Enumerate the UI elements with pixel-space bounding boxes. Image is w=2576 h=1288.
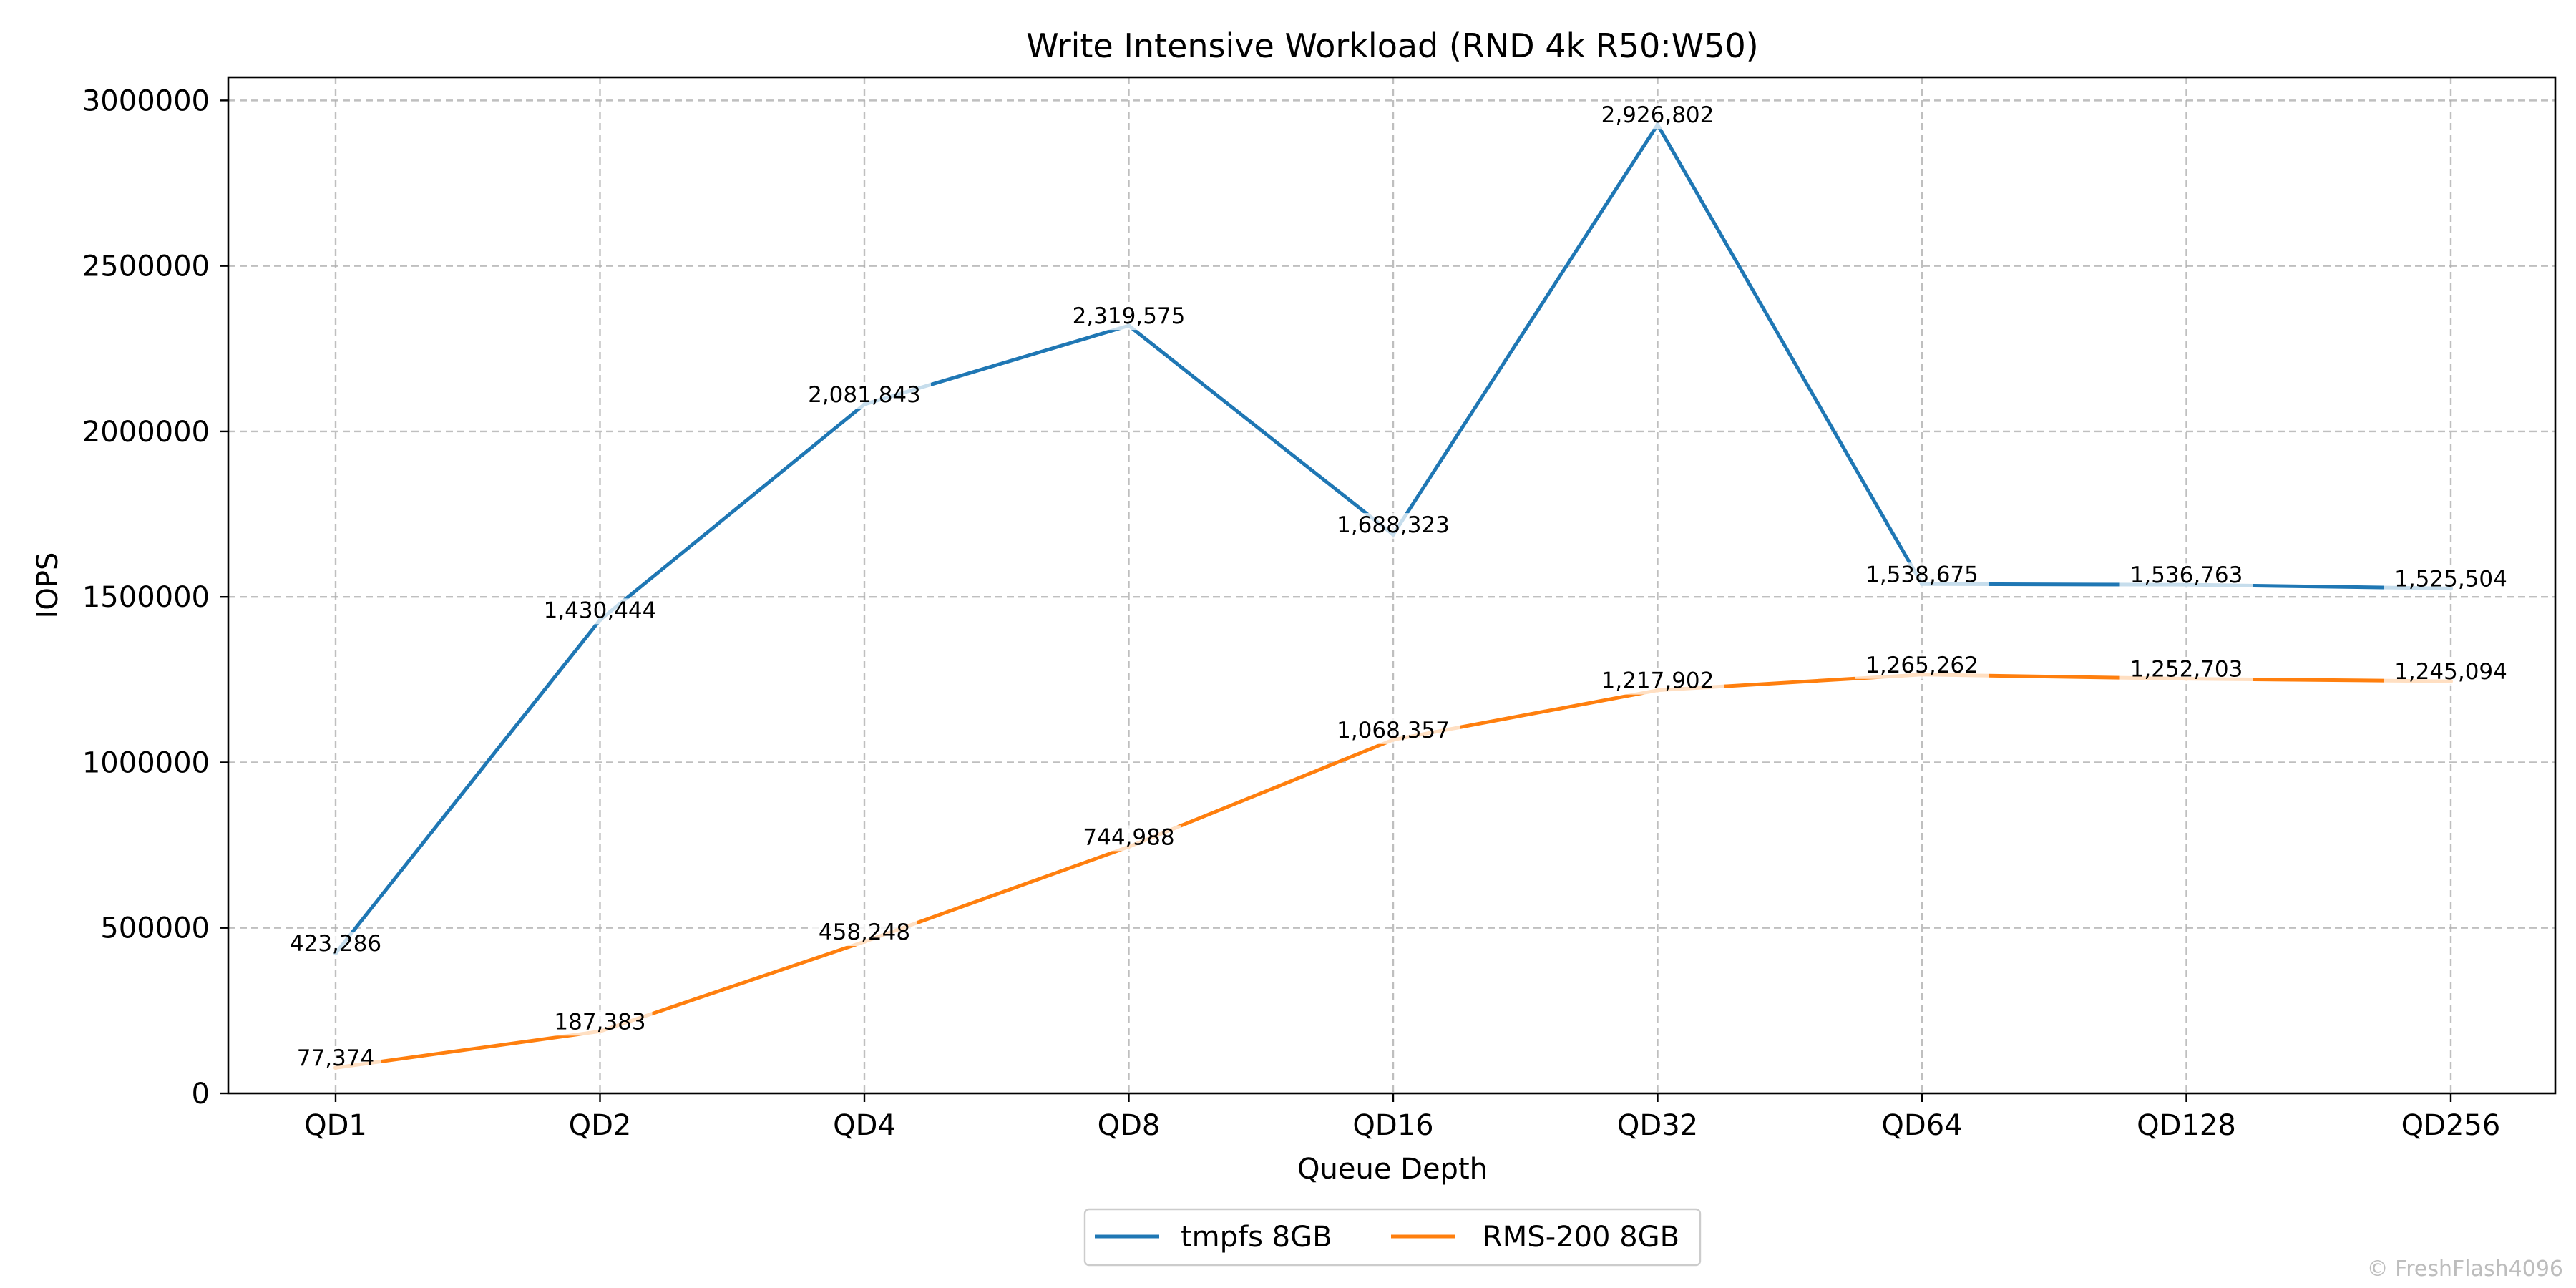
legend: tmpfs 8GB RMS-200 8GB (1083, 1208, 1702, 1267)
data-label-bg (1076, 825, 1181, 852)
data-label: 744,988 (1083, 824, 1174, 850)
y-tick-label: 0 (192, 1078, 210, 1111)
data-label: 187,383 (554, 1009, 645, 1035)
data-label: 1,536,763 (2130, 562, 2243, 588)
data-label-bg (1591, 668, 1724, 695)
data-label-bg (798, 383, 931, 409)
data-label-bg (533, 598, 667, 625)
data-label: 1,068,357 (1337, 718, 1450, 743)
data-label-bg (812, 920, 917, 947)
watermark: © FreshFlash4096 (2367, 1257, 2563, 1282)
data-label: 2,319,575 (1073, 303, 1186, 329)
x-tick-label: QD128 (2137, 1109, 2236, 1142)
x-tick-label: QD8 (1098, 1109, 1161, 1142)
x-tick-label: QD4 (833, 1109, 896, 1142)
chart-title: Write Intensive Workload (RND 4k R50:W50… (1026, 26, 1758, 65)
x-tick-label: QD64 (1881, 1109, 1962, 1142)
data-label: 2,926,802 (1601, 102, 1714, 128)
data-label: 1,430,444 (544, 597, 657, 623)
data-label: 1,245,094 (2394, 659, 2507, 685)
y-tick-label: 1000000 (82, 746, 210, 779)
y-tick-label: 2000000 (82, 416, 210, 449)
plot-frame (227, 76, 2557, 1095)
data-label-bg (2119, 657, 2253, 683)
legend-label-tmpfs: tmpfs 8GB (1181, 1221, 1332, 1254)
data-label: 1,252,703 (2130, 657, 2243, 683)
data-label: 423,286 (290, 931, 381, 957)
x-tick-label: QD32 (1617, 1109, 1698, 1142)
y-tick-label: 1500000 (82, 581, 210, 614)
data-label-bg (1591, 103, 1724, 130)
data-label: 1,265,262 (1865, 653, 1979, 678)
y-axis: 0 500000 1000000 1500000 2000000 2500000 30000… (82, 84, 228, 1111)
data-label-bg (291, 1046, 381, 1073)
data-labels: 423,286 1,430,444 2,081,843 2,319,575 1,688,… (283, 102, 2517, 1073)
data-label: 458,248 (819, 919, 910, 945)
data-label: 1,525,504 (2394, 566, 2507, 592)
legend-label-rms200: RMS-200 8GB (1483, 1221, 1679, 1254)
x-tick-label: QD1 (304, 1109, 367, 1142)
data-label-bg (1855, 653, 1989, 679)
data-label-bg (283, 932, 388, 958)
y-tick-label: 2500000 (82, 250, 210, 283)
data-label-bg (547, 1010, 653, 1036)
data-label: 77,374 (297, 1045, 374, 1071)
y-tick-label: 3000000 (82, 84, 210, 117)
y-tick-label: 500000 (100, 912, 210, 945)
x-tick-label: QD256 (2401, 1109, 2501, 1142)
data-label-bg (1327, 718, 1460, 744)
data-label-bg (2384, 567, 2517, 593)
y-axis-label: IOPS (31, 552, 64, 619)
data-label: 1,538,675 (1865, 562, 1979, 587)
data-label: 1,688,323 (1337, 512, 1450, 538)
x-axis: QD1 QD2 QD4 QD8 QD16 QD32 QD64 QD128 QD256 (304, 1093, 2500, 1142)
data-label-bg (2384, 660, 2517, 686)
data-label-bg (2119, 563, 2253, 590)
x-tick-label: QD16 (1352, 1109, 1433, 1142)
data-label: 1,217,902 (1601, 668, 1714, 694)
x-axis-label: Queue Depth (1297, 1153, 1488, 1186)
data-label: 2,081,843 (808, 382, 921, 408)
x-tick-label: QD2 (569, 1109, 632, 1142)
data-label-bg (1855, 562, 1989, 589)
data-label-bg (1062, 304, 1196, 331)
data-label-bg (1327, 513, 1460, 540)
